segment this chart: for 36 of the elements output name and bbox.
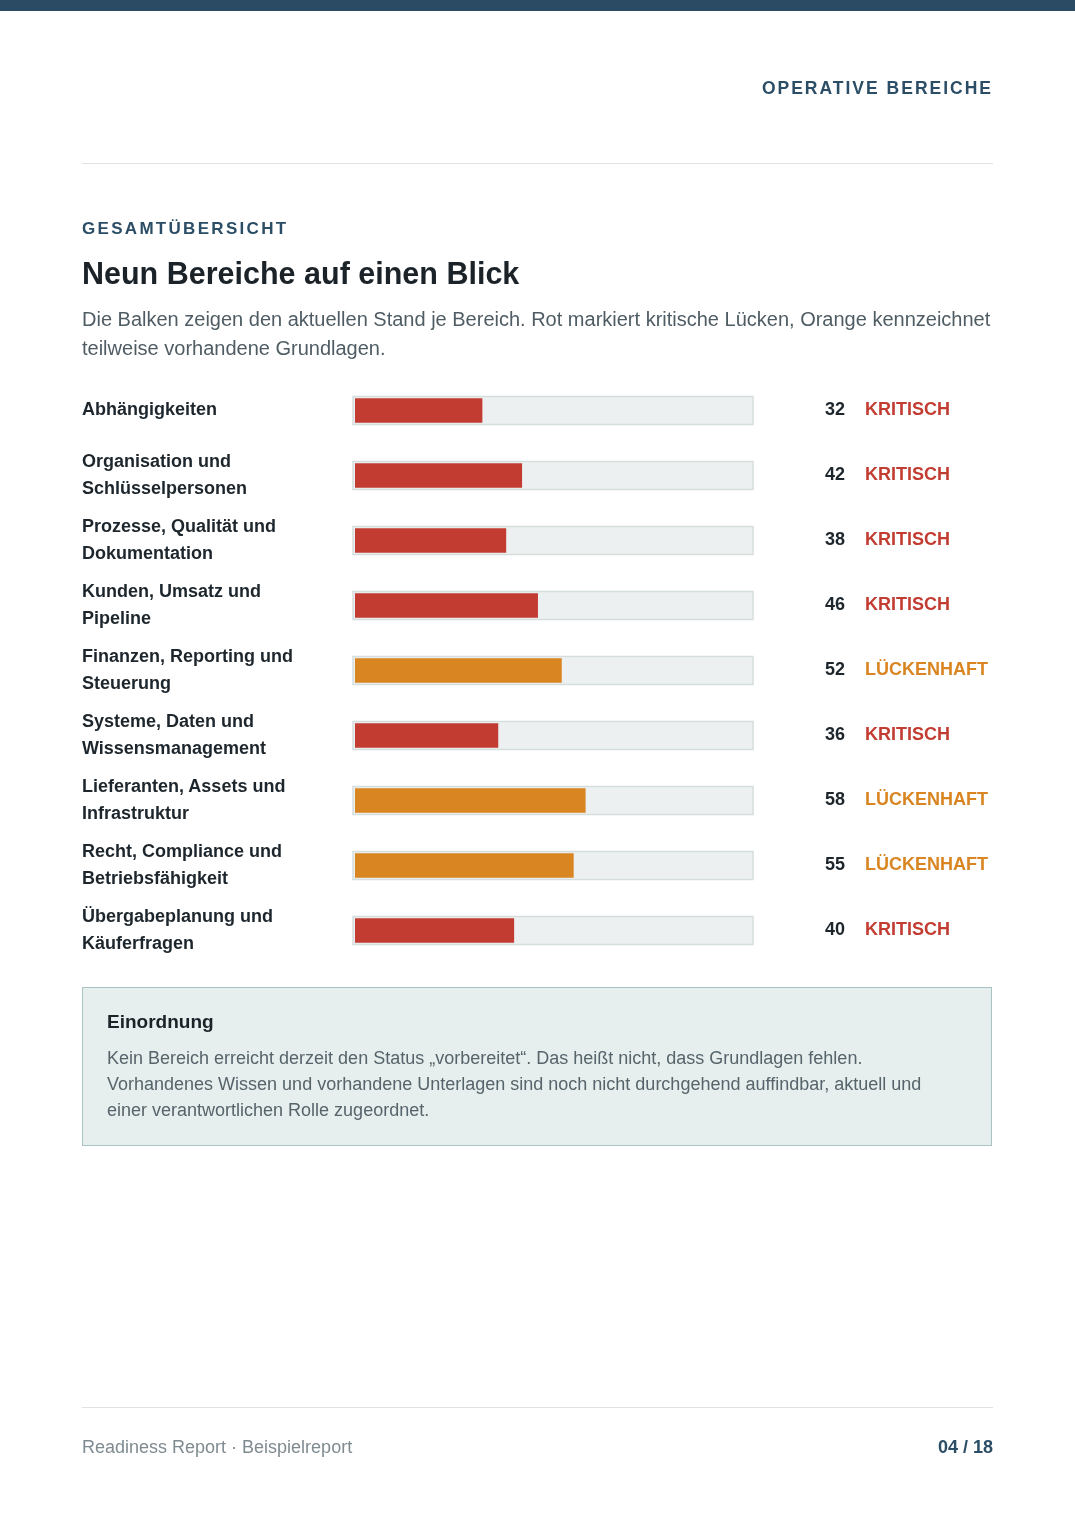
text: 04 / 18 — [937, 1437, 993, 1457]
data-label: 40 — [824, 919, 845, 940]
y-tick-label: Recht, Compliance und Betriebsfähigkeit — [82, 841, 283, 888]
y-tick-label: Lieferanten, Assets und Infrastruktur — [82, 776, 286, 823]
text: OPERATIVE BEREICHE — [761, 78, 993, 98]
text: KRITISCH — [865, 529, 950, 550]
chart-title: Neun Bereiche auf einen Blick — [82, 255, 520, 291]
chart-subtitle: Die Balken zeigen den aktuellen Stand je Bereich. Rot markiert kritische Lücken, Orange kennzeichnet teilweise vorhandene Grundlagen. — [82, 307, 992, 361]
text: Readiness Report · Beispielreport — [82, 1437, 353, 1457]
text: LÜCKENHAFT — [865, 854, 988, 875]
text: KRITISCH — [865, 594, 950, 615]
data-label: 42 — [824, 464, 845, 485]
y-tick-label: Finanzen, Reporting und Steuerung — [82, 646, 293, 693]
y-tick-label: Systeme, Daten und Wissensmanagement — [82, 711, 266, 758]
y-tick-label: Abhängigkeiten — [82, 399, 218, 420]
data-label: 36 — [824, 724, 845, 745]
text: KRITISCH — [865, 399, 950, 420]
text: LÜCKENHAFT — [865, 789, 988, 810]
data-label: 46 — [824, 594, 845, 615]
text: KRITISCH — [865, 724, 950, 745]
text: GESAMTÜBERSICHT — [82, 219, 289, 239]
text: Kein Bereich erreicht derzeit den Status „vorbereitet“. Das heißt nicht, dass Grundlagen fehlen. Vorhandenes Wissen und vorhandene Unterlagen sind noch nicht durchgehend auffindbar, aktuell und einer verantwortlichen Rolle zugeordnet. — [107, 1047, 923, 1122]
text: Einordnung — [107, 1010, 215, 1034]
data-label: 32 — [824, 399, 845, 420]
y-tick-label: Prozesse, Qualität und Dokumentation — [82, 516, 277, 563]
y-tick-label: Kunden, Umsatz und Pipeline — [82, 581, 261, 628]
text: KRITISCH — [865, 464, 950, 485]
data-label: 52 — [824, 659, 845, 680]
text: KRITISCH — [865, 919, 950, 940]
data-label: 55 — [824, 854, 845, 875]
data-label: 38 — [824, 529, 845, 550]
y-tick-label: Übergabeplanung und Käuferfragen — [82, 906, 273, 953]
text: LÜCKENHAFT — [865, 659, 988, 680]
data-label: 58 — [824, 789, 845, 810]
y-tick-label: Organisation und Schlüsselpersonen — [82, 451, 248, 498]
bar — [355, 398, 483, 423]
